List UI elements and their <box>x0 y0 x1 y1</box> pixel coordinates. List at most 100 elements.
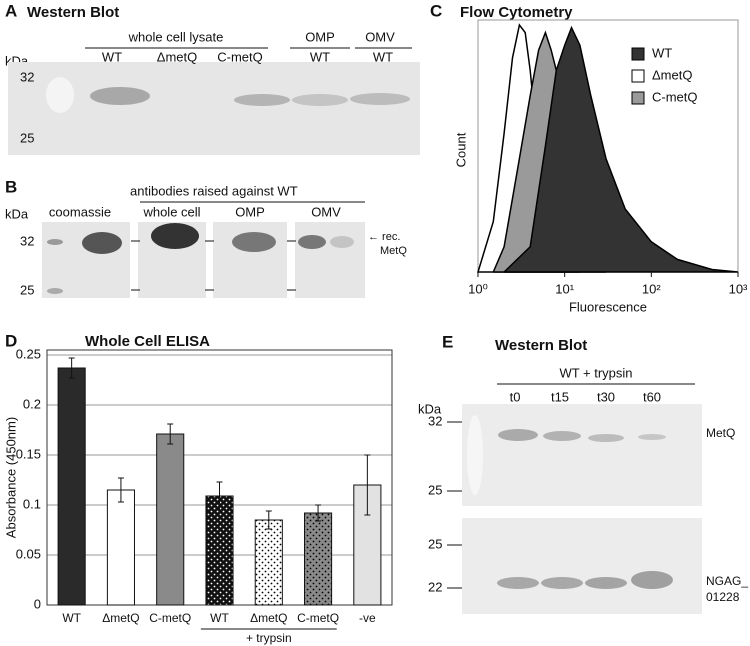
lane-label: OMP <box>235 204 265 219</box>
band <box>330 236 354 248</box>
chart-title: Whole Cell ELISA <box>85 333 210 350</box>
band <box>350 93 410 105</box>
gel <box>8 62 420 155</box>
lane-label: WT <box>102 49 122 64</box>
header: WT + trypsin <box>559 365 632 380</box>
error-bar <box>315 504 322 522</box>
lane-label: WT <box>373 49 393 64</box>
x-tick-label: C-metQ <box>149 611 191 625</box>
x-tick-label: -ve <box>359 611 376 625</box>
unit-label: kDa <box>418 401 442 416</box>
y-tick-label: 0.2 <box>23 396 41 411</box>
band <box>82 232 122 254</box>
band <box>151 223 199 249</box>
ladder-spot <box>46 77 74 113</box>
x-tick-label: 10⁰ <box>468 281 488 296</box>
group-label: whole cell lysate <box>128 29 224 44</box>
annotation: + trypsin <box>246 631 292 645</box>
gel <box>295 222 365 298</box>
annotation: ← rec. <box>368 231 400 243</box>
y-tick-label: 0.15 <box>16 446 41 461</box>
marker-label: 25 <box>20 130 34 145</box>
x-tick-label: ΔmetQ <box>250 611 287 625</box>
lane-label: ΔmetQ <box>157 49 197 64</box>
marker-label: 25 <box>428 482 442 497</box>
x-tick-label: 10² <box>642 281 661 296</box>
band <box>234 94 290 106</box>
band <box>631 571 673 589</box>
ladder-spot <box>467 415 483 495</box>
band <box>232 232 276 252</box>
gel <box>42 222 130 298</box>
band <box>585 577 627 589</box>
marker-label: 32 <box>20 233 34 248</box>
error-bar <box>265 510 272 530</box>
lane-label: OMV <box>311 204 341 219</box>
band <box>498 429 538 441</box>
band-label: 01228 <box>706 590 740 604</box>
lane-label: t60 <box>643 389 661 404</box>
lane-label: t0 <box>510 389 521 404</box>
y-axis-label: Absorbance (450nm) <box>3 417 18 538</box>
marker-label: 32 <box>20 69 34 84</box>
y-tick-label: 0.1 <box>23 496 41 511</box>
band <box>541 577 583 589</box>
x-axis-label: Fluorescence <box>569 299 647 314</box>
bar <box>106 489 135 606</box>
bar <box>57 367 86 606</box>
panel-title: Western Blot <box>495 337 587 354</box>
bar <box>156 433 185 606</box>
error-bar <box>167 423 174 445</box>
error-bar <box>216 481 223 511</box>
panel-letter: C <box>430 1 442 20</box>
error-bar <box>117 477 124 503</box>
bar <box>304 512 333 606</box>
marker-label: 32 <box>428 413 442 428</box>
x-tick-label: WT <box>210 611 229 625</box>
lane-label: whole cell <box>142 204 200 219</box>
x-tick-label: ΔmetQ <box>102 611 139 625</box>
unit-label: kDa <box>5 206 29 221</box>
band <box>47 288 63 294</box>
band <box>90 87 150 105</box>
band <box>47 239 63 245</box>
bar <box>205 495 234 606</box>
legend-swatch <box>631 47 645 61</box>
band <box>497 577 539 589</box>
x-tick-label: C-metQ <box>297 611 339 625</box>
band <box>543 431 581 441</box>
error-bar <box>68 357 75 379</box>
panel-letter: D <box>5 331 17 350</box>
annotation: MetQ <box>380 245 407 257</box>
panel-title: Western Blot <box>27 4 119 21</box>
gel <box>462 518 702 614</box>
panel-letter: A <box>5 1 17 20</box>
band <box>588 434 624 442</box>
marker-label: 25 <box>20 282 34 297</box>
band <box>292 94 348 106</box>
y-tick-label: 0.25 <box>16 346 41 361</box>
y-tick-label: 0 <box>34 596 41 611</box>
panel-letter: E <box>442 332 453 351</box>
lane-label: t30 <box>597 389 615 404</box>
x-tick-label: WT <box>62 611 81 625</box>
x-tick-label: 10³ <box>729 281 748 296</box>
legend-label: ΔmetQ <box>652 67 692 82</box>
gel <box>462 404 702 506</box>
marker-label: 22 <box>428 579 442 594</box>
header: antibodies raised against WT <box>130 183 298 198</box>
legend-swatch <box>631 69 645 83</box>
group-label: OMP <box>305 29 335 44</box>
error-bar <box>364 454 371 516</box>
group-label: OMV <box>365 29 395 44</box>
band <box>298 235 326 249</box>
lane-label: coomassie <box>49 204 111 219</box>
band-label: MetQ <box>706 426 735 440</box>
panel-letter: B <box>5 177 17 196</box>
lane-label: t15 <box>551 389 569 404</box>
lane-label: WT <box>310 49 330 64</box>
band <box>638 434 666 440</box>
legend-label: WT <box>652 45 672 60</box>
chart-title: Flow Cytometry <box>460 4 573 21</box>
